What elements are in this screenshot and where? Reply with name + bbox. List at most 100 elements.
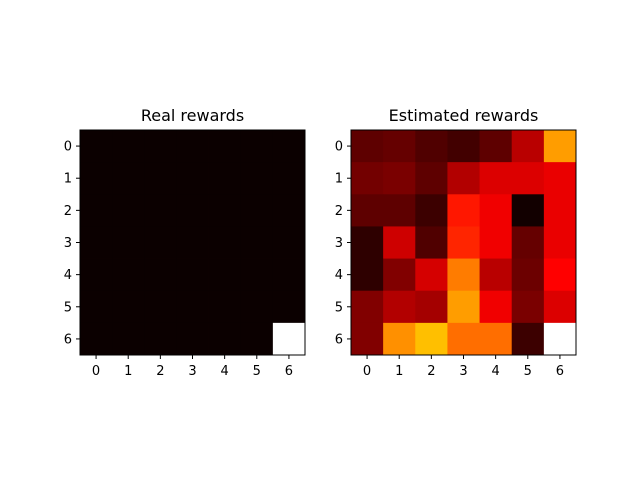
- x-tick-label: 0: [363, 364, 371, 379]
- heatmap-cell: [415, 194, 448, 227]
- heatmap-cell: [112, 226, 145, 259]
- heatmap-cell: [176, 226, 209, 259]
- heatmap-cell: [511, 258, 545, 292]
- heatmap-cell: [351, 322, 384, 356]
- heatmap-cell: [447, 290, 480, 324]
- heatmap-cell: [272, 290, 306, 324]
- x-tick-label: 1: [124, 364, 132, 379]
- heatmap-cell: [447, 130, 480, 163]
- heatmap-cell: [240, 322, 274, 356]
- heatmap-cell: [479, 162, 513, 195]
- heatmap-cell: [144, 130, 177, 163]
- heatmap-cell: [112, 258, 145, 292]
- heatmap-cell: [272, 194, 306, 227]
- y-tick-label: 5: [335, 300, 343, 315]
- heatmap-cell: [415, 226, 448, 259]
- heatmap-cell: [479, 130, 513, 163]
- y-tick-label: 6: [64, 332, 72, 347]
- heatmap-cell: [479, 258, 513, 292]
- y-tick-label: 2: [64, 204, 72, 219]
- heatmap-cell: [479, 290, 513, 324]
- y-tick-label: 3: [64, 236, 72, 251]
- heatmap-cell: [351, 162, 384, 195]
- heatmap-cell: [511, 162, 545, 195]
- heatmap-cell: [176, 130, 209, 163]
- y-tick-label: 4: [335, 268, 343, 283]
- heatmap-cell: [144, 290, 177, 324]
- heatmap-cell: [415, 130, 448, 163]
- heatmap-cell: [208, 130, 242, 163]
- heatmap-cell: [351, 258, 384, 292]
- heatmap-cell: [240, 290, 274, 324]
- heatmap-cell: [80, 194, 113, 227]
- heatmap-cell: [543, 130, 577, 163]
- heatmap-cell: [543, 194, 577, 227]
- heatmap-cell: [383, 290, 416, 324]
- heatmap-cell: [208, 162, 242, 195]
- chart-title: Real rewards: [141, 106, 244, 125]
- heatmap-cell: [144, 194, 177, 227]
- x-tick-label: 5: [524, 364, 532, 379]
- x-tick-label: 4: [492, 364, 500, 379]
- heatmap-cell: [383, 194, 416, 227]
- heatmap-cell: [511, 130, 545, 163]
- heatmap-cell: [80, 258, 113, 292]
- heatmap-cell: [383, 226, 416, 259]
- heatmap-cell: [272, 162, 306, 195]
- heatmap-cell: [176, 162, 209, 195]
- heatmap-cell: [112, 290, 145, 324]
- heatmap-cell: [415, 322, 448, 356]
- heatmap-cell: [112, 130, 145, 163]
- heatmap-cell: [80, 226, 113, 259]
- heatmap-cell: [415, 290, 448, 324]
- heatmap-cell: [543, 322, 577, 356]
- heatmap-cell: [447, 194, 480, 227]
- heatmap-cell: [208, 290, 242, 324]
- heatmap-cell: [112, 194, 145, 227]
- x-tick-label: 2: [427, 364, 435, 379]
- heatmap-panel-0: Real rewards 0 1 2 3 4 5 6 0 1 2 3 4 5 6: [64, 106, 306, 379]
- x-tick-label: 4: [221, 364, 229, 379]
- x-tick-label: 5: [253, 364, 261, 379]
- heatmap-cell: [240, 258, 274, 292]
- heatmap-cell: [351, 194, 384, 227]
- heatmap-cell: [144, 162, 177, 195]
- heatmap-cell: [383, 322, 416, 356]
- x-tick-label: 6: [556, 364, 564, 379]
- heatmap-cell: [543, 258, 577, 292]
- chart-title: Estimated rewards: [389, 106, 539, 125]
- y-tick-label: 1: [64, 172, 72, 187]
- heatmap-cell: [80, 130, 113, 163]
- heatmap-cell: [112, 322, 145, 356]
- heatmap-cell: [511, 226, 545, 259]
- heatmap-cell: [543, 162, 577, 195]
- x-tick-label: 2: [156, 364, 164, 379]
- heatmap-cell: [144, 226, 177, 259]
- heatmap-panel-1: Estimated rewards 0 1 2 3 4 5 6 0 1 2 3 4 5 6: [335, 106, 577, 379]
- x-tick-label: 6: [285, 364, 293, 379]
- heatmap-cell: [80, 162, 113, 195]
- heatmap-cell: [511, 290, 545, 324]
- heatmap-cell: [479, 322, 513, 356]
- heatmap-cell: [208, 194, 242, 227]
- x-tick-label: 3: [459, 364, 467, 379]
- heatmap-cell: [144, 258, 177, 292]
- heatmap-cell: [351, 226, 384, 259]
- y-tick-label: 0: [335, 140, 343, 155]
- heatmap-cell: [383, 162, 416, 195]
- heatmap-cell: [272, 226, 306, 259]
- x-tick-label: 1: [395, 364, 403, 379]
- heatmap-cell: [240, 226, 274, 259]
- heatmap-cell: [447, 322, 480, 356]
- heatmap-cell: [383, 258, 416, 292]
- y-tick-label: 3: [335, 236, 343, 251]
- heatmap-cell: [240, 194, 274, 227]
- heatmap-cell: [208, 322, 242, 356]
- heatmap-cell: [351, 290, 384, 324]
- heatmap-cell: [240, 130, 274, 163]
- y-tick-label: 2: [335, 204, 343, 219]
- heatmap-cell: [208, 226, 242, 259]
- heatmap-cell: [176, 258, 209, 292]
- heatmap-cell: [351, 130, 384, 163]
